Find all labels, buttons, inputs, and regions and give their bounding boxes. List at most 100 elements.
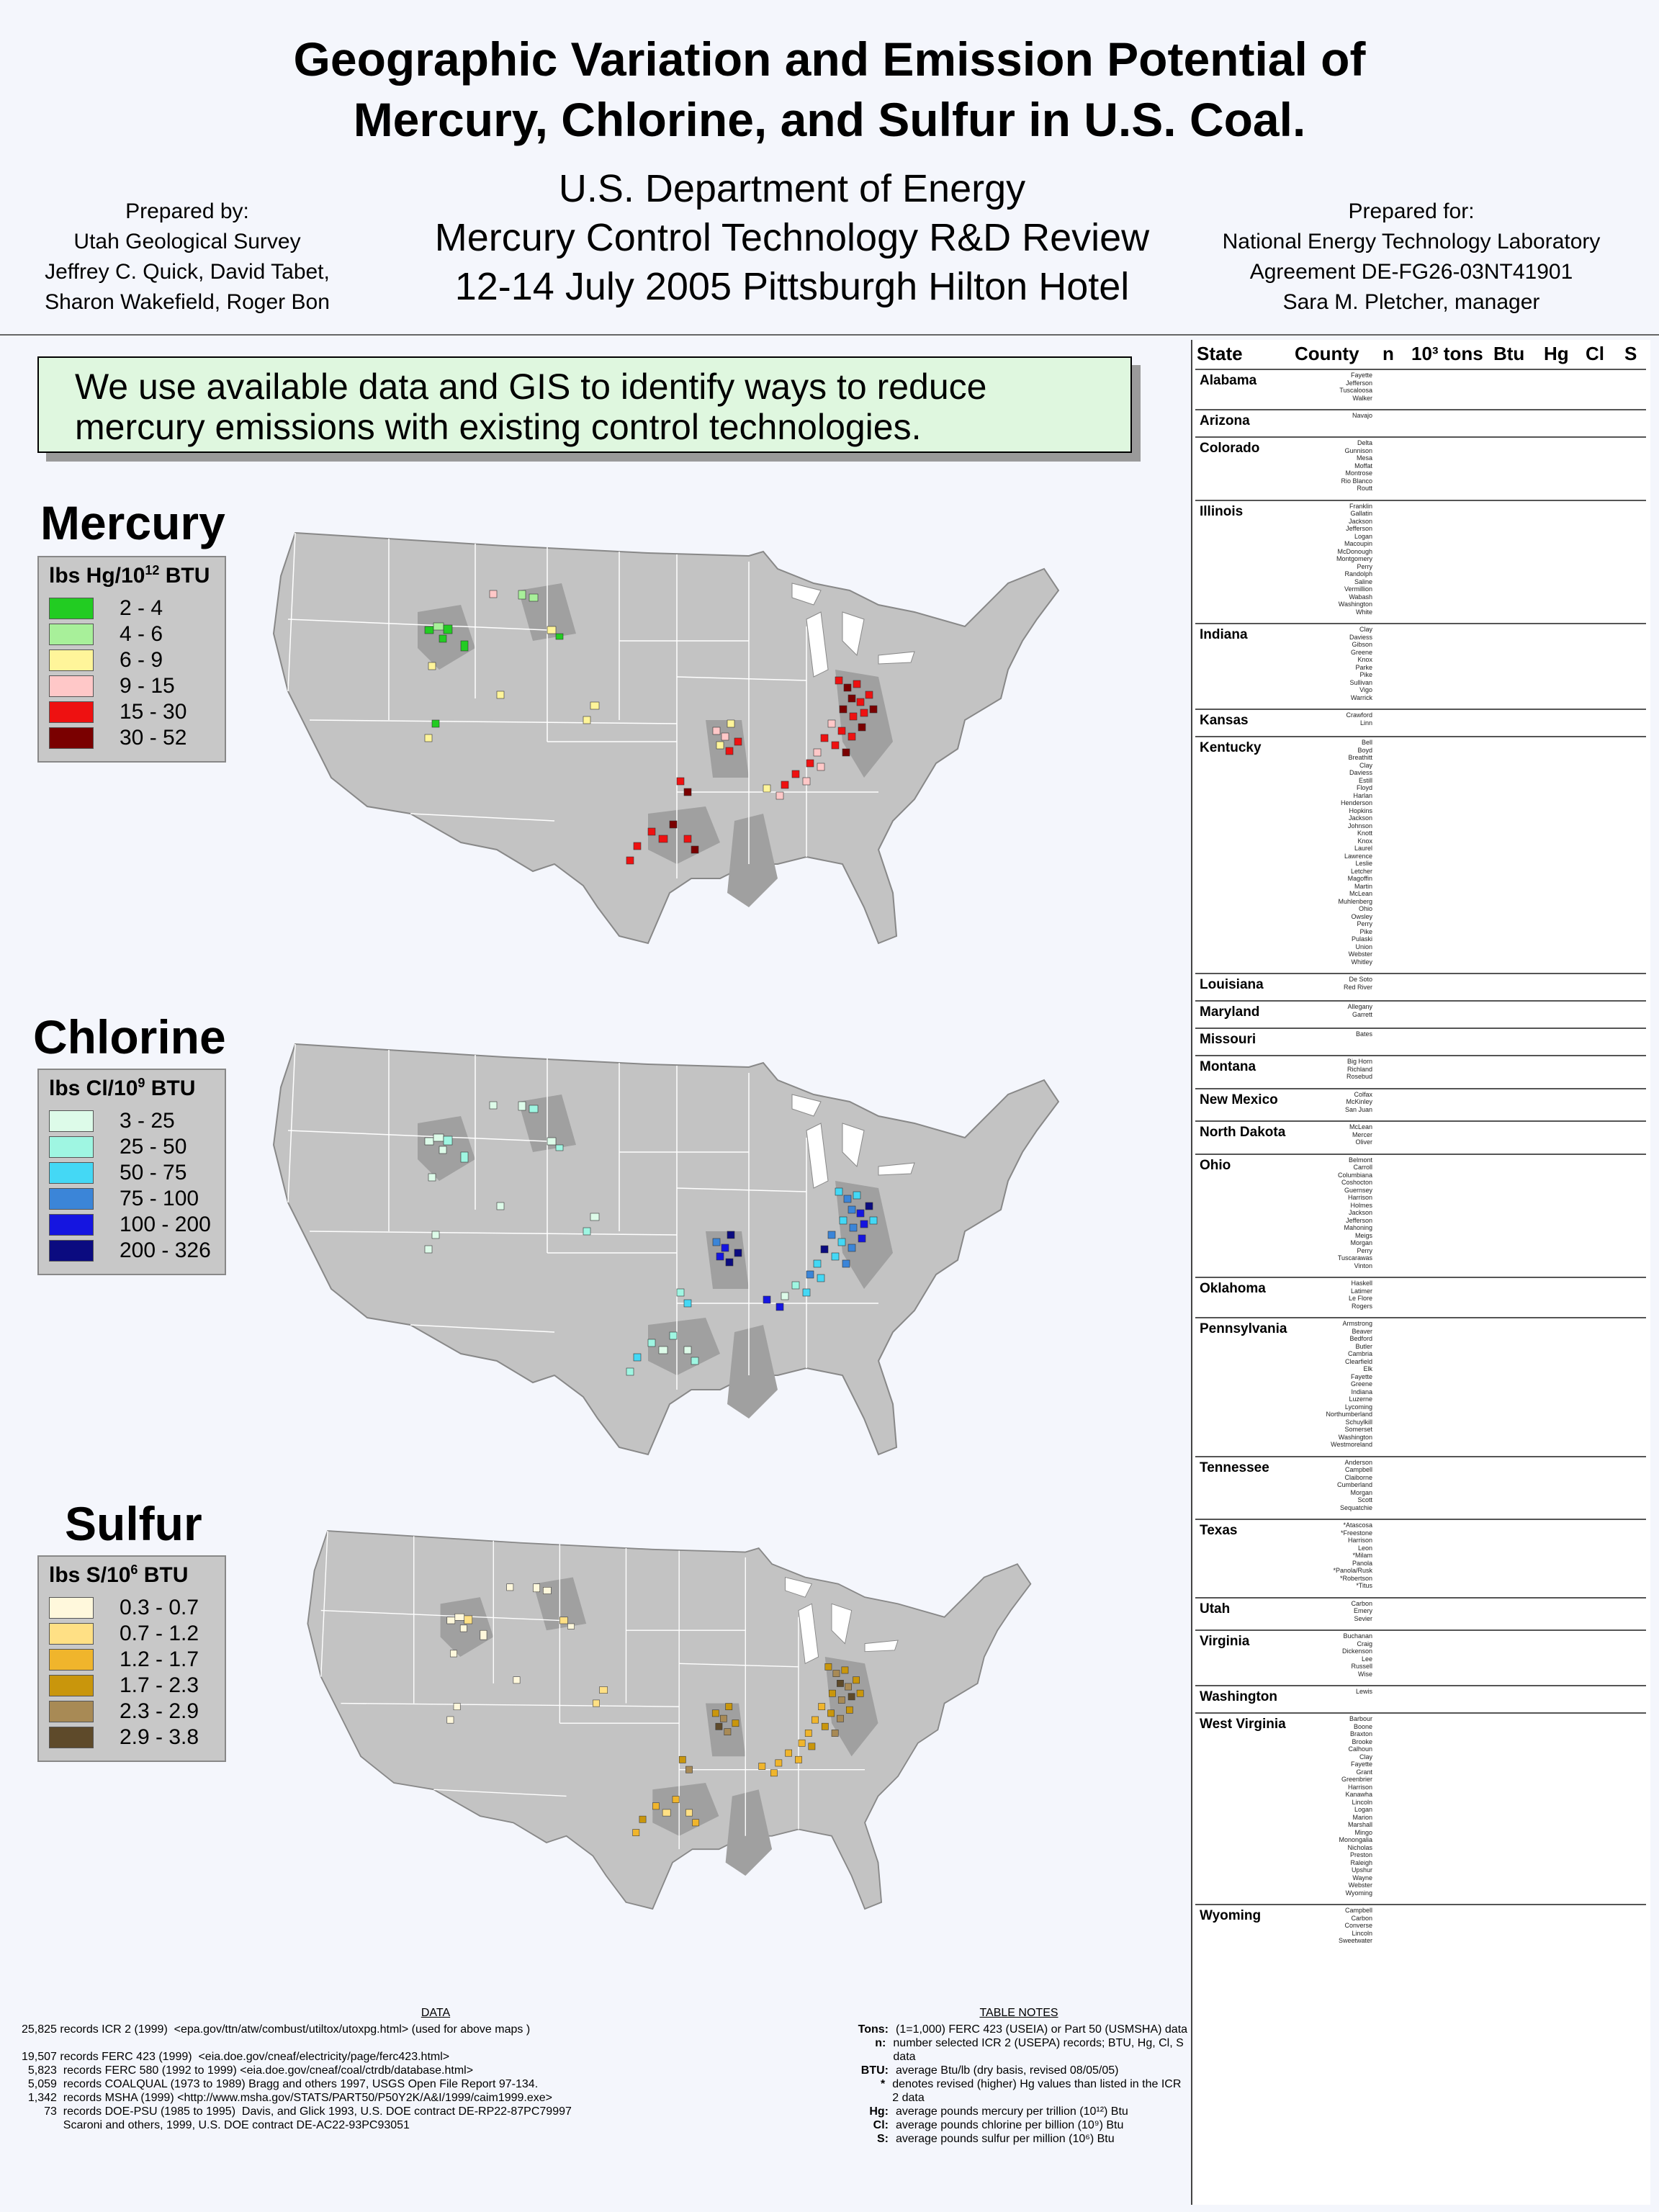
county-patch [716, 741, 724, 750]
county-patch [513, 1676, 521, 1684]
county-patch [626, 1367, 634, 1376]
intro-line-1: We use available data and GIS to identif… [75, 367, 987, 407]
county-name: Panola [1352, 1559, 1372, 1567]
county-name: Harlan [1353, 791, 1372, 799]
county-patch [683, 788, 692, 796]
county-patch [685, 1809, 693, 1817]
state-border [309, 719, 678, 724]
legend-item: 30 - 52 [39, 725, 225, 751]
county-patch [848, 732, 856, 741]
state-border [287, 1043, 296, 1203]
county-name: Wise [1358, 1670, 1372, 1678]
table-notes-header: TABLE NOTES [979, 2007, 1058, 2019]
county-patch [734, 1249, 742, 1257]
county-name: Claiborne [1344, 1473, 1372, 1481]
table-note-row: Cl: average pounds chlorine per billion (… [850, 2118, 1188, 2132]
county-name: Carroll [1353, 1164, 1372, 1171]
map-group [272, 531, 1060, 945]
county-patch [845, 1706, 853, 1714]
county-name: Harrison [1347, 1783, 1372, 1791]
county-name: Randolph [1344, 570, 1372, 577]
great-lake [806, 611, 829, 678]
county-name: Belmont [1348, 1156, 1372, 1164]
sulfur-map [307, 1530, 1032, 1910]
county-name: San Juan [1344, 1105, 1372, 1113]
county-name: Beaver [1352, 1327, 1372, 1335]
county-patch [658, 1346, 668, 1354]
county-patch [678, 1755, 686, 1763]
table-note-row: * denotes revised (higher) Hg values than… [850, 2077, 1188, 2105]
county-name: Breathitt [1348, 754, 1372, 761]
county-name: Fayette [1350, 372, 1372, 379]
county-patch [433, 622, 444, 631]
county-patch [835, 676, 843, 685]
county-name: Butler [1355, 1342, 1372, 1350]
county-patch [853, 1676, 860, 1684]
county-name: Converse [1344, 1922, 1372, 1929]
county-name: *Titus [1356, 1582, 1372, 1589]
county-name: Knott [1357, 830, 1372, 837]
county-name: Rio Blanco [1341, 477, 1372, 485]
county-name: *Milam [1352, 1552, 1372, 1559]
county-patch [460, 640, 469, 652]
prepared-for-label: Prepared for: [1348, 199, 1475, 223]
county-name: Greenbrier [1341, 1776, 1372, 1783]
county-name: Tuscaloosa [1339, 387, 1372, 394]
county-patch [518, 590, 526, 600]
county-patch [848, 1693, 855, 1701]
county-name: Fayette [1350, 1761, 1372, 1768]
county-patch [547, 1137, 557, 1146]
county-patch [869, 705, 878, 714]
county-name: Clearfield [1344, 1357, 1372, 1365]
county-name: Brooke [1352, 1737, 1372, 1745]
county-name: Leslie [1355, 860, 1372, 867]
county-patch [683, 1299, 692, 1308]
county-patch [676, 1288, 685, 1297]
county-patch [763, 784, 771, 793]
county-patch [781, 781, 789, 789]
data-source-line: 25,825 records ICR 2 (1999) <epa.gov/ttn… [22, 2023, 531, 2036]
data-source-line: Scaroni and others, 1999, U.S. DOE contr… [22, 2119, 410, 2131]
county-patch [439, 634, 447, 643]
table-note-value: average pounds sulfur per million (10⁶) … [896, 2133, 1115, 2145]
county-name: Oliver [1355, 1138, 1372, 1146]
county-patch [567, 1623, 575, 1629]
great-lake [842, 611, 865, 657]
county-patch [804, 1730, 812, 1737]
data-sources: DATA 25,825 records ICR 2 (1999) <epa.go… [22, 2006, 850, 2132]
county-patch [721, 1244, 729, 1252]
county-patch [813, 1259, 822, 1268]
county-name: Columbiana [1337, 1171, 1372, 1179]
county-patch [626, 856, 634, 865]
us-outline [272, 1043, 1060, 1456]
county-patch [590, 701, 600, 710]
county-patch [734, 737, 742, 746]
legend-swatch [49, 727, 94, 749]
county-name: Rogers [1351, 1302, 1372, 1310]
state-border [287, 532, 296, 692]
county-name: Barbour [1349, 1715, 1372, 1722]
state-separator [1195, 1904, 1646, 1905]
county-patch [821, 1722, 829, 1730]
county-name: Morgan [1350, 1488, 1372, 1496]
state-separator [1195, 1629, 1646, 1631]
county-patch [639, 1815, 647, 1823]
county-patch [496, 691, 505, 699]
county-name: Macoupin [1344, 540, 1372, 547]
county-patch [725, 1703, 733, 1711]
county-name: Daviess [1349, 769, 1372, 776]
data-source-line: 19,507 records FERC 423 (1999) <eia.doe.… [22, 2051, 450, 2063]
state-separator [1195, 1000, 1646, 1002]
county-patch [820, 734, 829, 742]
table-note-value: (1=1,000) FERC 423 (USEIA) or Part 50 (U… [896, 2023, 1188, 2036]
county-patch [856, 1689, 864, 1697]
county-name: Perry [1357, 920, 1372, 927]
county-patch [662, 1809, 671, 1817]
county-patch [831, 1730, 839, 1737]
county-name: Cambria [1347, 1350, 1372, 1357]
poster-title: Geographic Variation and Emission Potent… [0, 29, 1659, 150]
county-name: Sullivan [1349, 678, 1372, 686]
county-patch [841, 1666, 849, 1674]
state-name: Kentucky [1200, 740, 1262, 755]
county-name: Johnson [1347, 822, 1372, 830]
